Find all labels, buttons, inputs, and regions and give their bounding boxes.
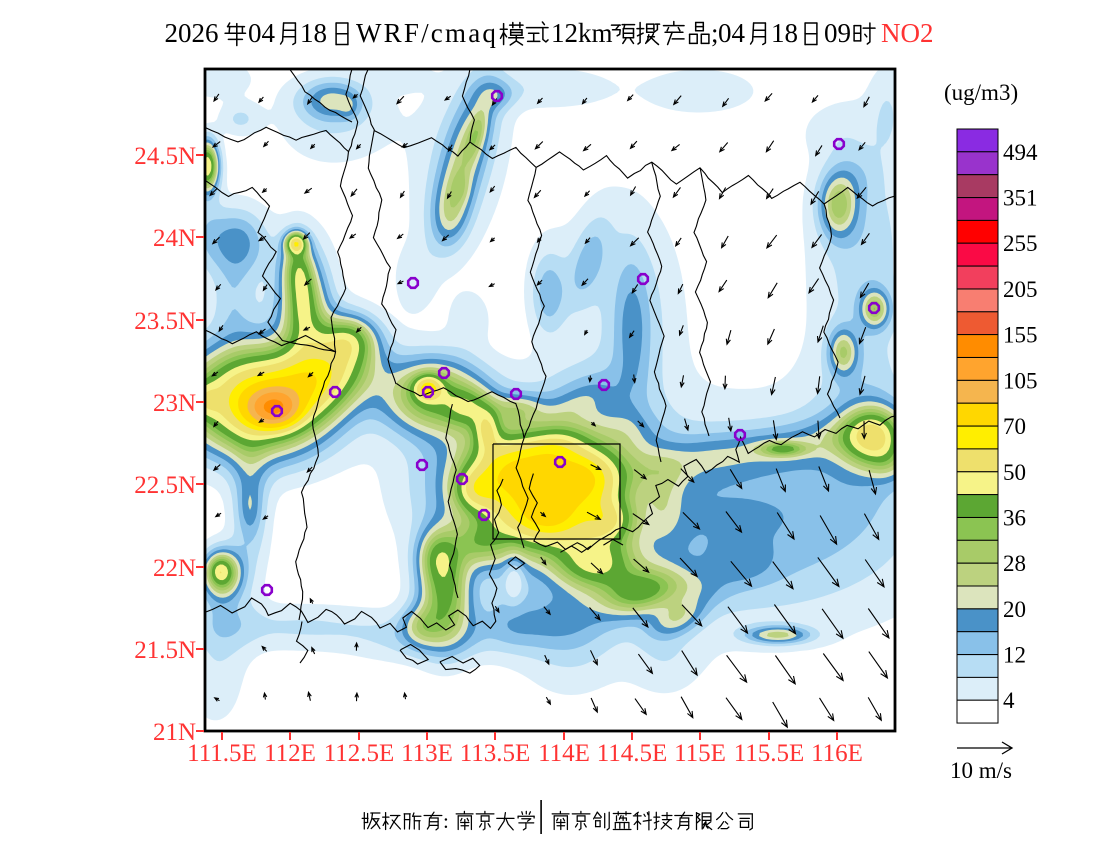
svg-text:50: 50 <box>1003 460 1026 485</box>
svg-text:2026: 2026 <box>165 18 219 48</box>
svg-text:10 m/s: 10 m/s <box>950 758 1012 783</box>
svg-text:23.5N: 23.5N <box>134 308 196 335</box>
svg-text:114.5E: 114.5E <box>597 740 668 767</box>
svg-text:04: 04 <box>718 18 746 48</box>
svg-text:22N: 22N <box>153 555 196 582</box>
svg-text:(ug/m3): (ug/m3) <box>944 80 1018 105</box>
svg-text:28: 28 <box>1003 551 1026 576</box>
svg-text:115.5E: 115.5E <box>734 740 805 767</box>
svg-text:04: 04 <box>248 18 276 48</box>
svg-text:115E: 115E <box>674 740 726 767</box>
svg-text:116E: 116E <box>811 740 863 767</box>
svg-text:113E: 113E <box>401 740 453 767</box>
svg-text:351: 351 <box>1003 186 1038 211</box>
svg-text:24.5N: 24.5N <box>134 143 196 170</box>
svg-text:205: 205 <box>1003 277 1038 302</box>
svg-text:21.5N: 21.5N <box>134 637 196 664</box>
svg-text:70: 70 <box>1003 414 1026 439</box>
svg-text:113.5E: 113.5E <box>460 740 531 767</box>
svg-text:22.5N: 22.5N <box>134 472 196 499</box>
svg-text:4: 4 <box>1003 688 1015 713</box>
svg-text:24N: 24N <box>153 225 196 252</box>
svg-text:20: 20 <box>1003 597 1026 622</box>
svg-text:105: 105 <box>1003 368 1038 393</box>
svg-text:12: 12 <box>1003 643 1026 668</box>
svg-text::: : <box>443 809 454 833</box>
svg-text:NO2: NO2 <box>881 18 934 48</box>
svg-text:12km: 12km <box>551 18 613 48</box>
svg-text:21N: 21N <box>153 719 196 746</box>
svg-text:WRF/cmaq: WRF/cmaq <box>356 18 498 48</box>
svg-text:112.5E: 112.5E <box>324 740 395 767</box>
svg-text:18: 18 <box>771 18 798 48</box>
svg-text:23N: 23N <box>153 390 196 417</box>
svg-text:112E: 112E <box>264 740 316 767</box>
svg-text:494: 494 <box>1003 140 1038 165</box>
svg-text:09: 09 <box>824 18 851 48</box>
svg-text:18: 18 <box>300 18 327 48</box>
svg-text:155: 155 <box>1003 323 1038 348</box>
svg-text:;: ; <box>711 18 719 48</box>
svg-text:114E: 114E <box>538 740 590 767</box>
svg-text:36: 36 <box>1003 506 1026 531</box>
svg-text:111.5E: 111.5E <box>187 740 257 767</box>
svg-text:255: 255 <box>1003 231 1038 256</box>
